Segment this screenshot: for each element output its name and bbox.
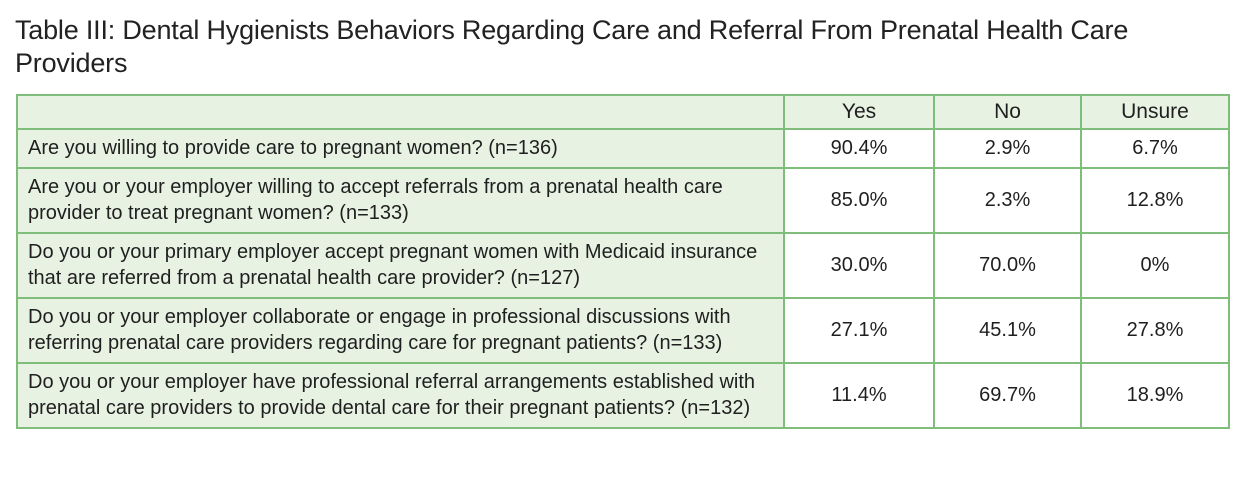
- behaviors-table: Yes No Unsure Are you willing to provide…: [16, 94, 1230, 429]
- question-cell: Do you or your employer collaborate or e…: [16, 297, 785, 364]
- table-title: Table III: Dental Hygienists Behaviors R…: [15, 15, 1129, 78]
- unsure-value-cell: 12.8%: [1080, 167, 1230, 234]
- header-cell-empty: [16, 94, 785, 130]
- question-cell: Do you or your primary employer accept p…: [16, 232, 785, 299]
- table-row: Do you or your primary employer accept p…: [16, 232, 1230, 299]
- no-value-cell: 2.9%: [933, 128, 1082, 169]
- yes-value-cell: 11.4%: [783, 362, 935, 429]
- table-row: Are you or your employer willing to acce…: [16, 167, 1230, 234]
- table-row: Do you or your employer have professiona…: [16, 362, 1230, 429]
- yes-value-cell: 90.4%: [783, 128, 935, 169]
- table-row: Are you willing to provide care to pregn…: [16, 128, 1230, 169]
- no-value-cell: 69.7%: [933, 362, 1082, 429]
- no-value-cell: 2.3%: [933, 167, 1082, 234]
- no-value-cell: 45.1%: [933, 297, 1082, 364]
- header-cell-no: No: [933, 94, 1082, 130]
- header-cell-unsure: Unsure: [1080, 94, 1230, 130]
- table-row: Do you or your employer collaborate or e…: [16, 297, 1230, 364]
- header-cell-yes: Yes: [783, 94, 935, 130]
- unsure-value-cell: 0%: [1080, 232, 1230, 299]
- header-row: Yes No Unsure: [16, 94, 1230, 130]
- question-cell: Are you willing to provide care to pregn…: [16, 128, 785, 169]
- yes-value-cell: 85.0%: [783, 167, 935, 234]
- unsure-value-cell: 6.7%: [1080, 128, 1230, 169]
- question-cell: Do you or your employer have professiona…: [16, 362, 785, 429]
- no-value-cell: 70.0%: [933, 232, 1082, 299]
- yes-value-cell: 27.1%: [783, 297, 935, 364]
- question-cell: Are you or your employer willing to acce…: [16, 167, 785, 234]
- yes-value-cell: 30.0%: [783, 232, 935, 299]
- unsure-value-cell: 27.8%: [1080, 297, 1230, 364]
- unsure-value-cell: 18.9%: [1080, 362, 1230, 429]
